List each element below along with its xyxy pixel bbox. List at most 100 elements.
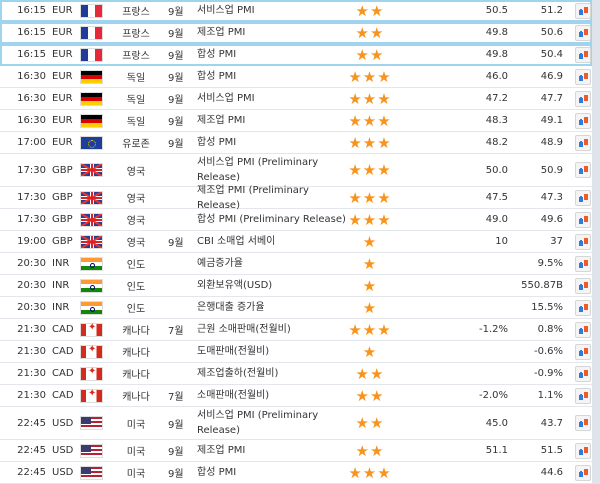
- event-name[interactable]: 서비스업 PMI (Preliminary Release): [197, 157, 319, 183]
- event-name[interactable]: 근원 소매판매(전월비): [197, 324, 291, 335]
- event-name[interactable]: 서비스업 PMI: [197, 93, 255, 104]
- event-name[interactable]: 합성 PMI: [197, 467, 237, 478]
- chart-button[interactable]: [575, 341, 591, 362]
- event-name[interactable]: 예금증가율: [197, 258, 243, 269]
- table-row[interactable]: 22:45 USD 미국 9월 제조업 PMI ★★ 51.1 51.5: [0, 440, 592, 462]
- flag-cell: [80, 462, 103, 483]
- candlestick-chart-icon[interactable]: [575, 68, 591, 85]
- event-name[interactable]: 합성 PMI: [197, 137, 237, 148]
- candlestick-chart-icon[interactable]: [575, 211, 591, 228]
- chart-button[interactable]: [575, 275, 591, 296]
- table-row[interactable]: 22:45 USD 미국 9월 서비스업 PMI (Preliminary Releas…: [0, 407, 592, 440]
- chart-button[interactable]: [575, 231, 591, 252]
- event-name[interactable]: 제조업출하(전월비): [197, 368, 279, 379]
- country-cell: 프랑스: [122, 51, 150, 62]
- table-row[interactable]: 16:15 EUR 프랑스 9월 제조업 PMI ★★ 49.8 50.6: [0, 22, 592, 44]
- table-row[interactable]: 17:00 EUR 유로존 9월 합성 PMI ★★★ 48.2 48.9: [0, 132, 592, 154]
- table-row[interactable]: 20:30 INR 인도 은행대출 증가율 ★ 15.5%: [0, 297, 592, 319]
- chart-button[interactable]: [575, 132, 591, 153]
- previous-value: 47.3: [540, 192, 563, 203]
- event-name[interactable]: 은행대출 증가율: [197, 302, 265, 313]
- candlestick-chart-icon[interactable]: [575, 134, 591, 151]
- table-row[interactable]: 16:30 EUR 독일 9월 제조업 PMI ★★★ 48.3 49.1: [0, 110, 592, 132]
- event-name[interactable]: 제조업 PMI: [197, 27, 246, 38]
- month-cell: [168, 275, 192, 296]
- importance-stars: ★★★: [348, 320, 392, 339]
- candlestick-chart-icon[interactable]: [575, 233, 591, 250]
- candlestick-chart-icon[interactable]: [575, 46, 591, 63]
- table-row[interactable]: 17:30 GBP 영국 서비스업 PMI (Preliminary Release)…: [0, 154, 592, 187]
- candlestick-chart-icon[interactable]: [575, 162, 591, 178]
- chart-button[interactable]: [575, 319, 591, 340]
- chart-button[interactable]: [575, 440, 591, 461]
- candlestick-chart-icon[interactable]: [575, 464, 591, 481]
- event-name[interactable]: 도매판매(전월비): [197, 346, 270, 357]
- chart-button[interactable]: [575, 110, 591, 131]
- chart-button[interactable]: [575, 22, 591, 43]
- gb-flag-icon: [80, 190, 103, 205]
- candlestick-chart-icon[interactable]: [575, 415, 591, 431]
- event-name[interactable]: 서비스업 PMI: [197, 5, 255, 16]
- event-name[interactable]: 제조업 PMI (Preliminary Release): [197, 184, 309, 211]
- event-name[interactable]: 서비스업 PMI (Preliminary Release): [197, 410, 319, 436]
- currency-cell: USD: [52, 417, 74, 429]
- table-row[interactable]: 16:15 EUR 프랑스 9월 서비스업 PMI ★★ 50.5 51.2: [0, 0, 592, 22]
- event-name[interactable]: 소매판매(전월비): [197, 390, 270, 401]
- event-name[interactable]: 외환보유액(USD): [197, 280, 273, 291]
- chart-button[interactable]: [575, 187, 591, 208]
- chart-button[interactable]: [575, 88, 591, 109]
- candlestick-chart-icon[interactable]: [575, 321, 591, 338]
- chart-button[interactable]: [575, 44, 591, 65]
- chart-button[interactable]: [575, 407, 591, 439]
- table-row[interactable]: 17:30 GBP 영국 제조업 PMI (Preliminary Release) ★…: [0, 184, 592, 211]
- de-flag-icon: [80, 69, 103, 84]
- table-row[interactable]: 19:00 GBP 영국 9월 CBI 소매업 서베이 ★ 10 37: [0, 231, 592, 253]
- candlestick-chart-icon[interactable]: [575, 112, 591, 129]
- table-row[interactable]: 20:30 INR 인도 외환보유액(USD) ★ 550.87B: [0, 275, 592, 297]
- candlestick-chart-icon[interactable]: [575, 255, 591, 272]
- table-row[interactable]: 21:30 CAD 캐나다 제조업출하(전월비) ★★ -0.9%: [0, 363, 592, 385]
- time-cell: 22:45: [17, 445, 46, 456]
- event-name[interactable]: 합성 PMI (Preliminary Release): [197, 214, 346, 225]
- country-cell: 캐나다: [122, 392, 150, 403]
- time-cell: 17:30: [17, 192, 46, 203]
- table-row[interactable]: 20:30 INR 인도 예금증가율 ★ 9.5%: [0, 253, 592, 275]
- table-row[interactable]: 16:15 EUR 프랑스 9월 합성 PMI ★★ 49.8 50.4: [0, 44, 592, 66]
- event-name[interactable]: 제조업 PMI: [197, 445, 246, 456]
- event-name[interactable]: 제조업 PMI: [197, 115, 246, 126]
- importance-stars: ★: [362, 342, 378, 361]
- candlestick-chart-icon[interactable]: [575, 442, 591, 459]
- chart-button[interactable]: [575, 0, 591, 21]
- table-row[interactable]: 21:30 CAD 캐나다 도매판매(전월비) ★ -0.6%: [0, 341, 592, 363]
- table-row[interactable]: 21:30 CAD 캐나다 7월 근원 소매판매(전월비) ★★★ -1.2% 0.8%: [0, 319, 592, 341]
- importance-stars: ★★★: [348, 67, 392, 86]
- table-row[interactable]: 22:45 USD 미국 9월 합성 PMI ★★★ 44.6: [0, 462, 592, 484]
- candlestick-chart-icon[interactable]: [575, 343, 591, 360]
- candlestick-chart-icon[interactable]: [575, 277, 591, 294]
- country-cell: 캐나다: [122, 326, 150, 337]
- forecast-value: [420, 297, 508, 318]
- chart-button[interactable]: [575, 297, 591, 318]
- chart-button[interactable]: [575, 363, 591, 384]
- candlestick-chart-icon[interactable]: [575, 365, 591, 382]
- chart-button[interactable]: [575, 385, 591, 406]
- candlestick-chart-icon[interactable]: [575, 387, 591, 404]
- chart-button[interactable]: [575, 66, 591, 87]
- chart-button[interactable]: [575, 154, 591, 186]
- event-name[interactable]: 합성 PMI: [197, 71, 237, 82]
- candlestick-chart-icon[interactable]: [575, 24, 591, 41]
- candlestick-chart-icon[interactable]: [575, 299, 591, 316]
- us-flag-icon: [80, 416, 103, 430]
- table-row[interactable]: 17:30 GBP 영국 합성 PMI (Preliminary Release) ★★…: [0, 209, 592, 231]
- table-row[interactable]: 16:30 EUR 독일 9월 서비스업 PMI ★★★ 47.2 47.7: [0, 88, 592, 110]
- candlestick-chart-icon[interactable]: [575, 2, 591, 19]
- chart-button[interactable]: [575, 209, 591, 230]
- event-name[interactable]: 합성 PMI: [197, 49, 237, 60]
- candlestick-chart-icon[interactable]: [575, 90, 591, 107]
- chart-button[interactable]: [575, 462, 591, 483]
- event-name[interactable]: CBI 소매업 서베이: [197, 236, 276, 247]
- table-row[interactable]: 21:30 CAD 캐나다 7월 소매판매(전월비) ★★ -2.0% 1.1%: [0, 385, 592, 407]
- candlestick-chart-icon[interactable]: [575, 189, 591, 206]
- chart-button[interactable]: [575, 253, 591, 274]
- table-row[interactable]: 16:30 EUR 독일 9월 합성 PMI ★★★ 46.0 46.9: [0, 66, 592, 88]
